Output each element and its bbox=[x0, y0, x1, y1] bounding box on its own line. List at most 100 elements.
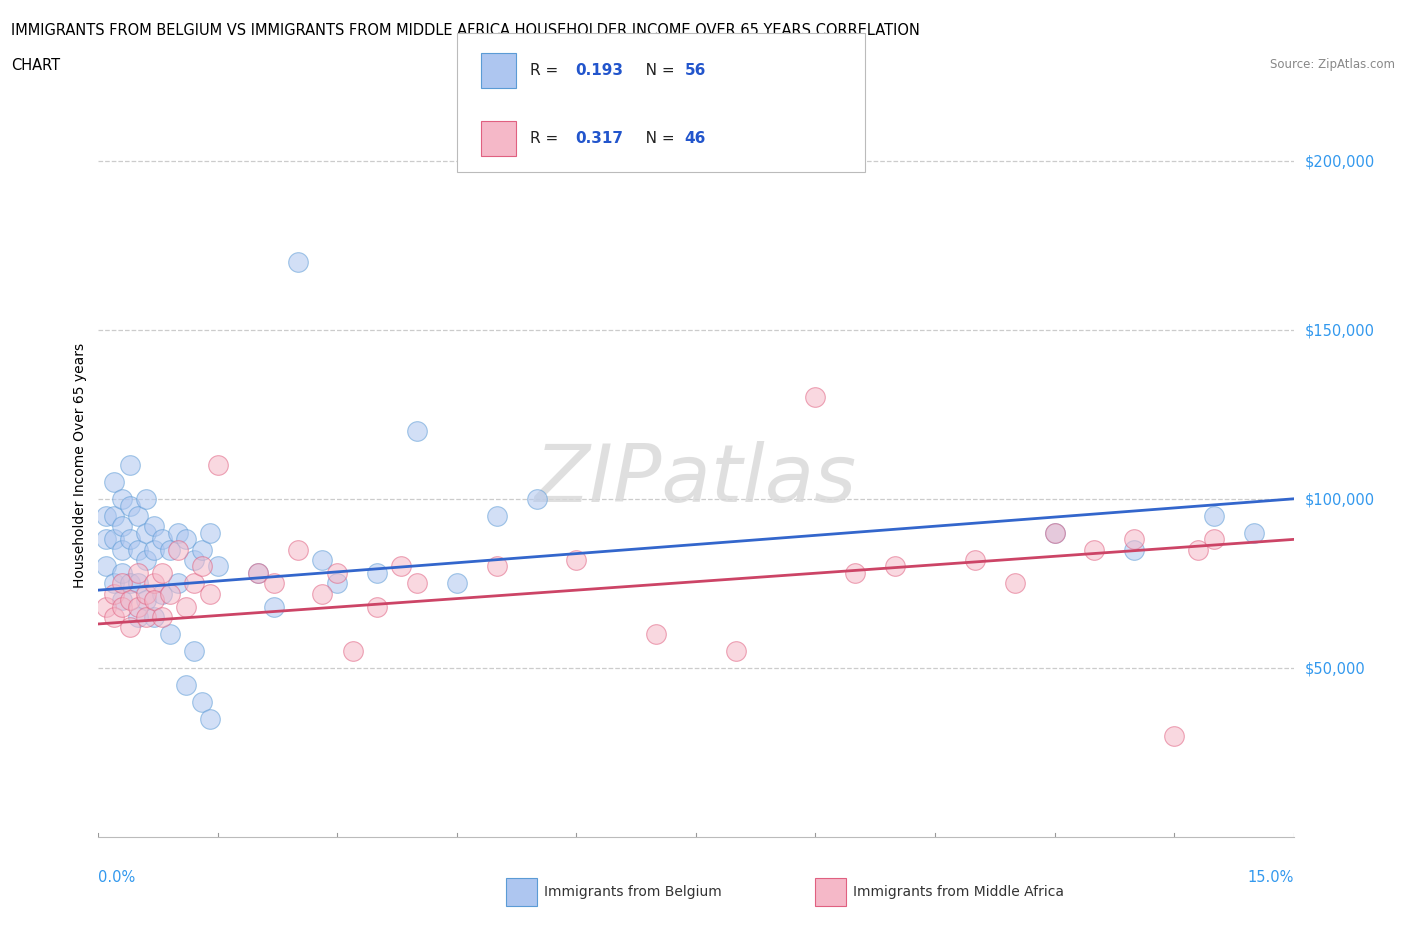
Point bbox=[120, 592, 142, 607]
Point bbox=[96, 559, 118, 574]
Point bbox=[174, 600, 197, 615]
Point bbox=[263, 600, 285, 615]
Point bbox=[103, 576, 125, 591]
Point bbox=[1187, 542, 1209, 557]
Text: 56: 56 bbox=[685, 63, 706, 78]
Text: N =: N = bbox=[631, 63, 679, 78]
Point bbox=[191, 559, 214, 574]
Point bbox=[1043, 525, 1066, 540]
Point bbox=[150, 532, 173, 547]
Point bbox=[111, 491, 134, 506]
Point bbox=[135, 586, 157, 601]
Point bbox=[143, 518, 166, 533]
Point bbox=[127, 600, 149, 615]
Point bbox=[127, 610, 149, 625]
Point bbox=[342, 644, 364, 658]
Point bbox=[103, 586, 125, 601]
Point bbox=[183, 576, 205, 591]
Text: 0.193: 0.193 bbox=[575, 63, 623, 78]
Point bbox=[311, 552, 333, 567]
Point bbox=[183, 644, 205, 658]
Point bbox=[111, 518, 134, 533]
Text: N =: N = bbox=[631, 131, 679, 146]
Point bbox=[446, 576, 468, 591]
Point bbox=[174, 532, 197, 547]
Point bbox=[326, 565, 349, 580]
Point bbox=[246, 565, 269, 580]
Point bbox=[143, 592, 166, 607]
Point bbox=[884, 559, 907, 574]
Point bbox=[485, 509, 508, 524]
Point bbox=[111, 600, 134, 615]
Point bbox=[120, 576, 142, 591]
Point bbox=[526, 491, 548, 506]
Point bbox=[406, 424, 429, 439]
Point bbox=[207, 559, 229, 574]
Point bbox=[103, 509, 125, 524]
Point bbox=[366, 565, 388, 580]
Point bbox=[366, 600, 388, 615]
Text: IMMIGRANTS FROM BELGIUM VS IMMIGRANTS FROM MIDDLE AFRICA HOUSEHOLDER INCOME OVER: IMMIGRANTS FROM BELGIUM VS IMMIGRANTS FR… bbox=[11, 23, 920, 38]
Point bbox=[183, 552, 205, 567]
Point bbox=[246, 565, 269, 580]
Point bbox=[963, 552, 986, 567]
Text: CHART: CHART bbox=[11, 58, 60, 73]
Point bbox=[127, 576, 149, 591]
Point bbox=[143, 576, 166, 591]
Point bbox=[1123, 532, 1146, 547]
Point bbox=[406, 576, 429, 591]
Point bbox=[135, 552, 157, 567]
Point bbox=[485, 559, 508, 574]
Point bbox=[103, 610, 125, 625]
Point bbox=[263, 576, 285, 591]
Point bbox=[326, 576, 349, 591]
Point bbox=[96, 600, 118, 615]
Text: 46: 46 bbox=[685, 131, 706, 146]
Point bbox=[1083, 542, 1105, 557]
Point bbox=[167, 525, 190, 540]
Point bbox=[150, 586, 173, 601]
Text: ZIPatlas: ZIPatlas bbox=[534, 441, 858, 519]
Point bbox=[150, 565, 173, 580]
Text: 15.0%: 15.0% bbox=[1247, 870, 1294, 884]
Point bbox=[120, 620, 142, 635]
Text: R =: R = bbox=[530, 63, 564, 78]
Point bbox=[135, 491, 157, 506]
Point bbox=[191, 695, 214, 710]
Text: 0.317: 0.317 bbox=[575, 131, 623, 146]
Point bbox=[111, 542, 134, 557]
Point bbox=[191, 542, 214, 557]
Point bbox=[1243, 525, 1265, 540]
Point bbox=[127, 565, 149, 580]
Point bbox=[389, 559, 412, 574]
Point bbox=[1202, 532, 1225, 547]
Point bbox=[120, 458, 142, 472]
Point bbox=[143, 542, 166, 557]
Text: 0.0%: 0.0% bbox=[98, 870, 135, 884]
Point bbox=[143, 610, 166, 625]
Point bbox=[1163, 728, 1185, 743]
Point bbox=[111, 592, 134, 607]
Point bbox=[287, 542, 309, 557]
Point bbox=[804, 390, 827, 405]
Point bbox=[135, 610, 157, 625]
Text: Immigrants from Belgium: Immigrants from Belgium bbox=[544, 884, 721, 899]
Point bbox=[111, 576, 134, 591]
Point bbox=[1123, 542, 1146, 557]
Point bbox=[127, 509, 149, 524]
Point bbox=[174, 677, 197, 692]
Point bbox=[127, 542, 149, 557]
Point bbox=[1202, 509, 1225, 524]
Point bbox=[120, 498, 142, 513]
Point bbox=[96, 532, 118, 547]
Point bbox=[167, 576, 190, 591]
Point bbox=[111, 565, 134, 580]
Point bbox=[103, 474, 125, 489]
Point bbox=[96, 509, 118, 524]
Point bbox=[645, 627, 668, 642]
Point bbox=[159, 586, 181, 601]
Point bbox=[1043, 525, 1066, 540]
Point bbox=[103, 532, 125, 547]
Point bbox=[724, 644, 747, 658]
Text: R =: R = bbox=[530, 131, 564, 146]
